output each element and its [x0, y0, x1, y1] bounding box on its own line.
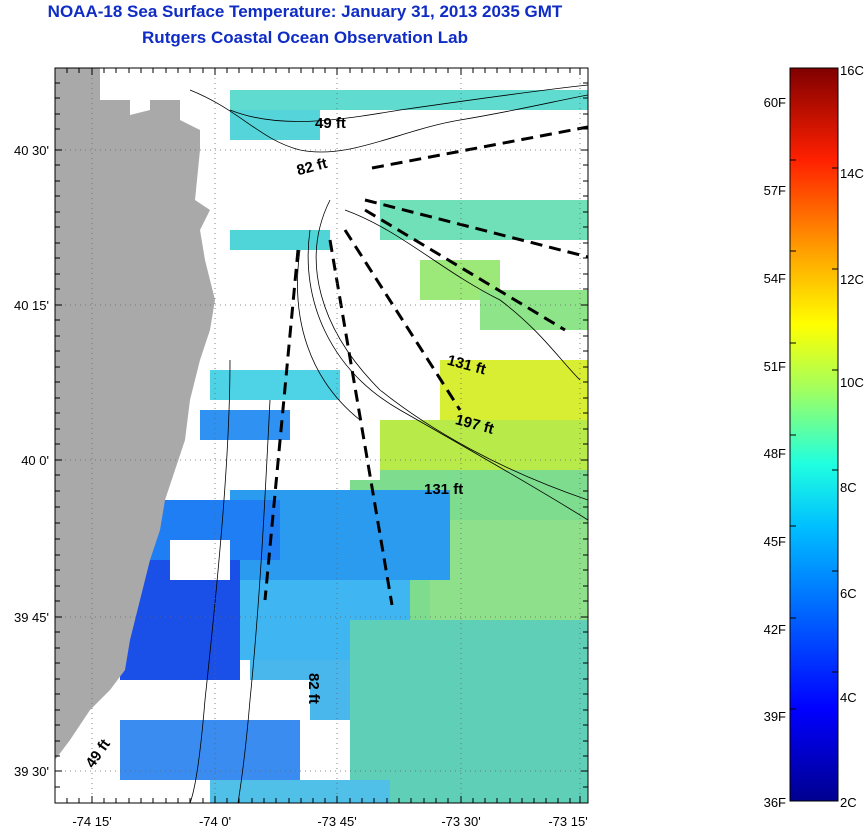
land-mass	[55, 68, 215, 760]
no-data-band	[170, 540, 230, 580]
y-tick-labels: 40 30' 40 15' 40 0' 39 45' 39 30'	[14, 143, 49, 779]
celsius-label: 16C	[840, 63, 864, 78]
celsius-label: 10C	[840, 375, 864, 390]
sst-patch	[230, 90, 588, 110]
y-tick-label: 40 0'	[21, 453, 49, 468]
colorbar-ticks	[790, 67, 838, 802]
map-panel	[55, 68, 588, 803]
y-tick-label: 40 15'	[14, 298, 49, 313]
x-tick-label: -73 30'	[441, 814, 480, 829]
celsius-labels: 16C 14C 12C 10C 8C 6C 4C 2C	[840, 63, 864, 810]
no-data-band	[230, 140, 370, 230]
x-tick-label: -74 0'	[199, 814, 231, 829]
page-title: NOAA-18 Sea Surface Temperature: January…	[47, 2, 563, 21]
fahrenheit-label: 54F	[764, 271, 786, 286]
depth-label: 131 ft	[424, 481, 463, 498]
celsius-label: 14C	[840, 166, 864, 181]
fahrenheit-label: 42F	[764, 622, 786, 637]
sst-patch	[120, 720, 300, 780]
colorbar: 16C 14C 12C 10C 8C 6C 4C 2C 60F 57F 54F …	[764, 63, 864, 810]
sst-patch	[200, 410, 290, 440]
fahrenheit-label: 48F	[764, 446, 786, 461]
fahrenheit-label: 51F	[764, 359, 786, 374]
celsius-label: 4C	[840, 690, 857, 705]
page-subtitle: Rutgers Coastal Ocean Observation Lab	[142, 28, 468, 47]
sst-patch	[350, 620, 588, 803]
fahrenheit-labels: 60F 57F 54F 51F 48F 45F 42F 39F 36F	[764, 95, 786, 810]
colorbar-gradient	[789, 67, 839, 802]
y-tick-label: 40 30'	[14, 143, 49, 158]
fahrenheit-label: 45F	[764, 534, 786, 549]
celsius-label: 2C	[840, 795, 857, 810]
sst-patch	[210, 370, 340, 400]
y-tick-label: 39 45'	[14, 610, 49, 625]
x-tick-label: -73 45'	[317, 814, 356, 829]
map-frame	[54, 67, 589, 804]
sst-patch	[210, 780, 390, 803]
celsius-label: 6C	[840, 586, 857, 601]
fahrenheit-label: 60F	[764, 95, 786, 110]
sst-patch	[380, 200, 588, 240]
depth-label: 82 ft	[305, 673, 322, 704]
y-tick-label: 39 30'	[14, 764, 49, 779]
x-tick-labels: -74 15' -74 0' -73 45' -73 30' -73 15'	[72, 814, 587, 829]
bathymetry-contours	[189, 84, 588, 803]
celsius-label: 8C	[840, 480, 857, 495]
transect-lines	[263, 125, 588, 606]
x-tick-label: -74 15'	[72, 814, 111, 829]
frame-ticks	[54, 68, 588, 803]
fahrenheit-label: 57F	[764, 183, 786, 198]
celsius-label: 12C	[840, 272, 864, 287]
fahrenheit-label: 36F	[764, 795, 786, 810]
x-tick-label: -73 15'	[548, 814, 587, 829]
fahrenheit-label: 39F	[764, 709, 786, 724]
depth-label: 49 ft	[315, 115, 346, 132]
sst-patch	[230, 230, 330, 250]
depth-labels: 49 ft 82 ft 131 ft 197 ft 131 ft 82 ft 4…	[82, 115, 495, 771]
